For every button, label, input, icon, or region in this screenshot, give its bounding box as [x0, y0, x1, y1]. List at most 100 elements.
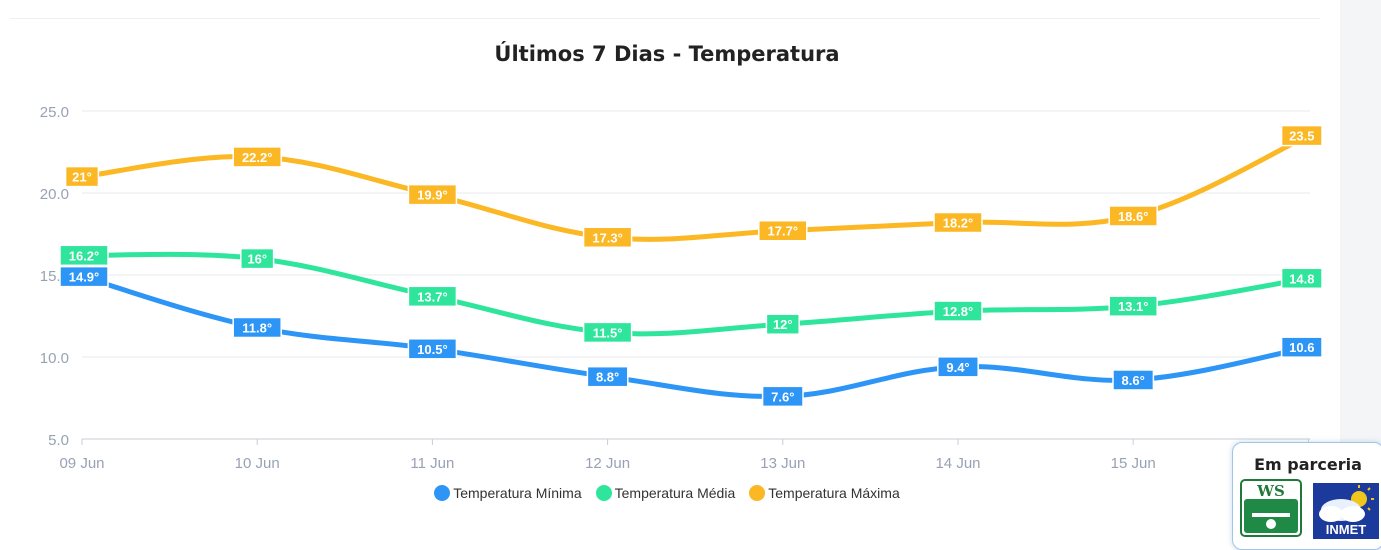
x-tick-label: 10 Jun — [235, 455, 280, 472]
legend-label: Temperatura Média — [614, 485, 736, 501]
data-label-text: 9.4° — [946, 360, 969, 375]
data-label-text: 13.1° — [1118, 299, 1149, 314]
data-label-text: 13.7° — [417, 289, 448, 304]
data-label-box — [1112, 369, 1155, 391]
temperature-line-chart: 5.010.015.020.025.009 Jun 10 Jun 11 Jun 12 … — [40, 104, 1323, 472]
data-label-text: 8.8° — [596, 370, 619, 385]
data-label-text: 7.6° — [771, 389, 794, 404]
x-tick-label: 12 Jun — [585, 455, 630, 472]
legend-item[interactable]: Temperatura Média — [595, 485, 736, 501]
data-label: 19.9° — [407, 183, 458, 206]
x-tick-label: 14 Jun — [935, 455, 980, 472]
data-label: 14.9° — [59, 265, 109, 288]
data-label: 17.7° — [758, 219, 808, 242]
x-tick-label: 15 Jun — [1111, 455, 1156, 472]
data-label-box — [1108, 295, 1158, 317]
data-label-text: 14.9° — [69, 270, 100, 285]
data-label-text: 22.2° — [242, 150, 273, 165]
data-label-text: 23.5 — [1289, 129, 1314, 144]
legend-dot-icon — [749, 485, 766, 501]
data-label: 16.2° — [59, 244, 109, 267]
data-label-text: 11.8° — [242, 320, 272, 335]
y-tick-label: 20.0 — [40, 186, 69, 203]
partner-title: Em parceria — [1254, 455, 1362, 474]
inmet-logo-text: INMET — [1326, 522, 1367, 537]
data-label-box — [59, 244, 109, 267]
x-tick-label: 11 Jun — [410, 455, 454, 472]
data-label-box — [59, 265, 109, 288]
x-tick-label: 13 Jun — [760, 455, 805, 472]
data-label: 22.2° — [232, 146, 282, 168]
data-label-box — [1280, 124, 1323, 147]
legend-label: Temperatura Mínima — [453, 485, 582, 501]
x-tick-label: 09 Jun — [59, 455, 104, 472]
data-label: 11.5° — [582, 321, 633, 344]
data-label-text: 18.6° — [1118, 209, 1149, 224]
y-tick-label: 10.0 — [40, 350, 69, 367]
data-label-text: 19.9° — [417, 188, 448, 203]
data-label-box — [407, 285, 458, 308]
data-label-text: 8.6° — [1122, 373, 1145, 388]
data-label-text: 18.2° — [943, 216, 974, 231]
data-label-text: 21° — [72, 170, 92, 185]
data-label-text: 16.2° — [69, 248, 100, 263]
data-label: 18.6° — [1108, 205, 1158, 227]
data-label: 13.1° — [1108, 295, 1158, 317]
data-label-text: 17.7° — [768, 224, 799, 239]
data-label-box — [1280, 336, 1323, 358]
data-label-box — [407, 183, 458, 206]
data-label: 18.2° — [933, 211, 983, 234]
data-label-text: 12° — [773, 317, 793, 332]
data-label-box — [582, 321, 633, 344]
y-tick-label: 25.0 — [40, 104, 69, 121]
data-label: 8.6° — [1112, 369, 1155, 391]
data-label-box — [1108, 205, 1158, 227]
data-label-text: 14.8 — [1289, 271, 1314, 286]
data-label: 10.5° — [407, 338, 458, 360]
chart-card: Últimos 7 Dias - Temperatura 5.0 10.0 15.0… — [0, 18, 1334, 501]
data-label-text: 11.5° — [593, 325, 623, 340]
data-label-box — [232, 316, 282, 339]
data-label-box — [64, 165, 100, 188]
data-label: 13.7° — [407, 285, 458, 308]
inmet-logo: INMET — [1313, 483, 1379, 539]
data-label-text: 16° — [247, 252, 267, 267]
data-label-text: 10.5° — [417, 342, 448, 357]
data-label-box — [933, 211, 983, 234]
legend-item[interactable]: Temperatura Máxima — [749, 485, 900, 501]
data-label-box — [758, 219, 808, 242]
chart-title: Últimos 7 Dias - Temperatura — [494, 42, 840, 66]
data-label-box — [582, 226, 633, 249]
legend-dot-icon — [434, 485, 451, 501]
data-label: 10.6 — [1280, 336, 1323, 358]
data-label: 12° — [765, 313, 800, 335]
data-label: 21° — [64, 165, 100, 188]
data-label-box — [407, 338, 458, 360]
data-label-text: 17.3° — [592, 230, 623, 245]
data-label: 12.8° — [933, 300, 983, 322]
data-label: 7.6° — [761, 385, 804, 408]
legend-item[interactable]: Temperatura Mínima — [434, 485, 582, 501]
data-label: 16° — [240, 247, 275, 270]
data-label: 9.4° — [937, 356, 979, 378]
data-label: 14.8 — [1280, 267, 1323, 290]
data-label: 8.8° — [586, 365, 629, 388]
data-label: 11.8° — [232, 316, 282, 339]
data-label-box — [586, 365, 629, 388]
data-label-box — [765, 313, 800, 335]
chart-legend: Temperatura Mínima Temperatura Média Tempe… — [0, 485, 1334, 501]
data-label: 17.3° — [582, 226, 633, 249]
partner-box: Em parceria WS INMET — [1232, 442, 1381, 550]
data-label: 23.5 — [1280, 124, 1323, 147]
ws-logo: WS — [1240, 479, 1302, 537]
data-label-box — [761, 385, 804, 408]
card-divider — [10, 18, 1320, 19]
data-label-box — [1280, 267, 1323, 290]
data-label-text: 12.8° — [943, 304, 974, 319]
data-label-text: 10.6 — [1289, 340, 1314, 355]
legend-dot-icon — [595, 485, 612, 501]
y-tick-label: 5.0 — [48, 432, 69, 449]
ws-logo-text: WS — [1256, 482, 1285, 500]
legend-label: Temperatura Máxima — [768, 485, 900, 501]
data-label-box — [937, 356, 979, 378]
